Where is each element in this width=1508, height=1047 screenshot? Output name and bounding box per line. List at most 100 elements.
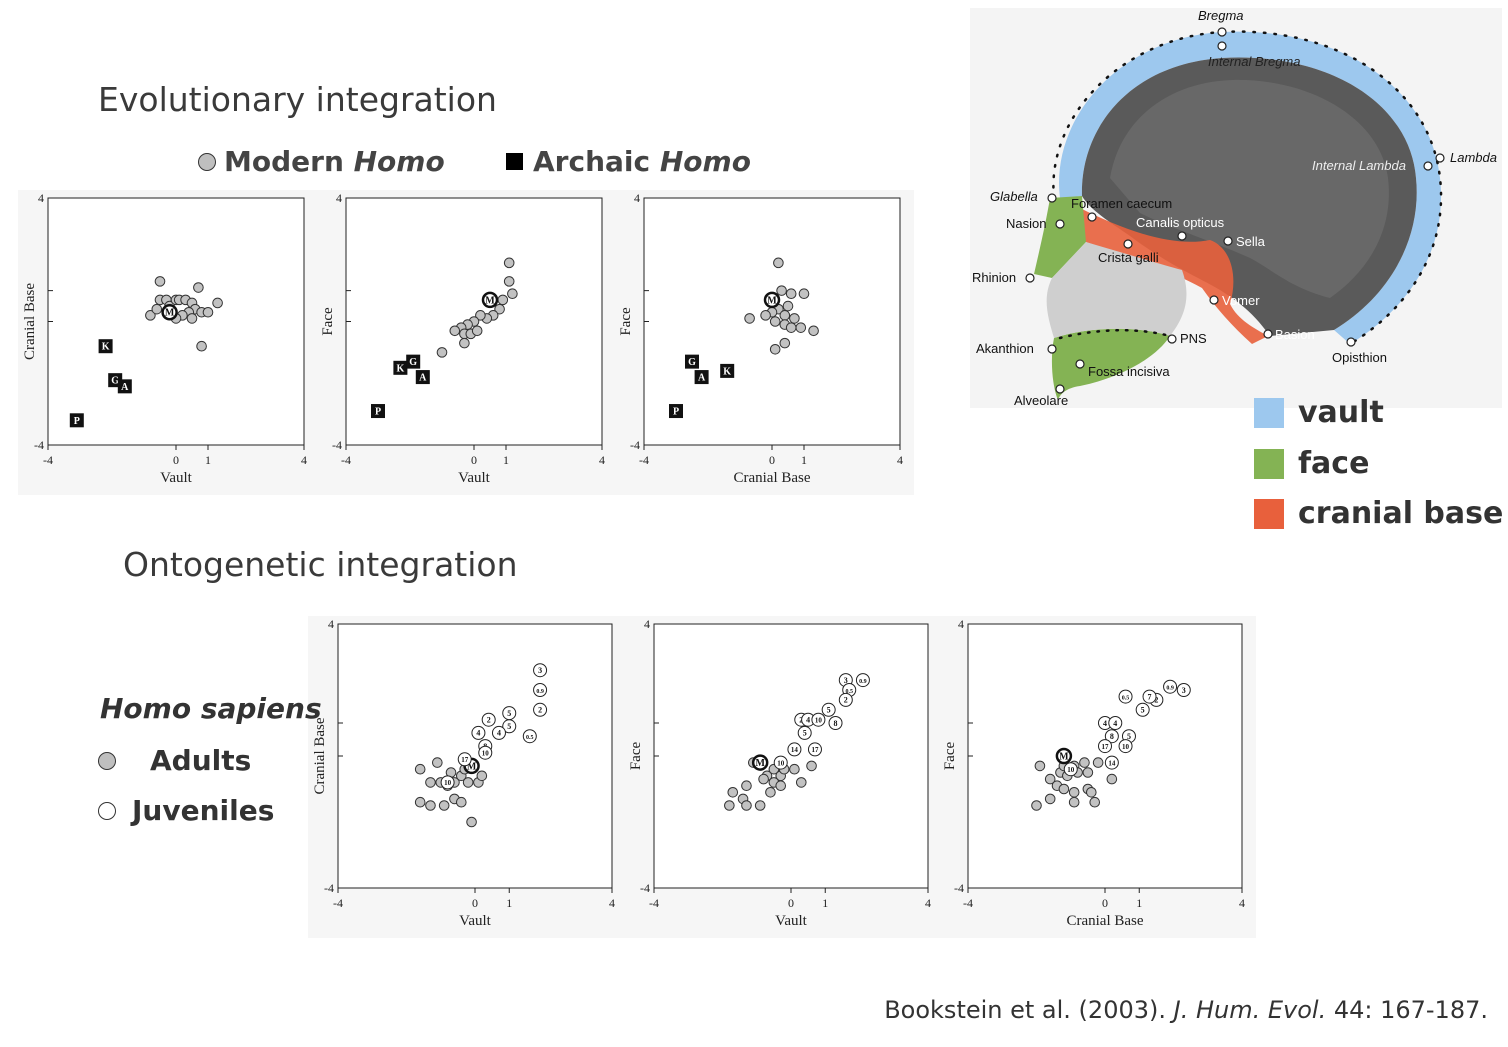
y-axis-label: Face xyxy=(320,307,336,336)
legend-adults: Adults xyxy=(98,744,251,777)
y-tick-label: 4 xyxy=(336,191,342,205)
x-axis-label: Vault xyxy=(160,470,192,486)
juvenile-point xyxy=(502,706,517,721)
x-axis-label: Cranial Base xyxy=(733,470,810,486)
mean-point-label: M xyxy=(767,295,777,306)
data-point xyxy=(503,257,515,269)
x-axis-label: Vault xyxy=(458,470,490,486)
archaic-point xyxy=(415,370,430,385)
juvenile-point-label: 10 xyxy=(1067,766,1075,774)
juvenile-point-label: 4 xyxy=(476,729,480,738)
juvenile-point xyxy=(533,663,548,678)
label-nasion: Nasion xyxy=(1006,216,1046,231)
legend-modern-genus: Homo xyxy=(353,145,445,178)
data-point xyxy=(773,257,784,269)
juvenile-point xyxy=(838,692,853,707)
legend-archaic: Archaic Homo xyxy=(506,145,751,178)
data-point xyxy=(741,780,752,791)
archaic-point-label: K xyxy=(397,363,405,374)
x-axis-label: Vault xyxy=(459,913,491,929)
data-point xyxy=(782,300,794,312)
label-internal-bregma: Internal Bregma xyxy=(1208,54,1301,69)
data-point xyxy=(754,800,766,811)
juvenile-point xyxy=(1063,762,1078,777)
data-point xyxy=(785,322,797,333)
archaic-point-label: A xyxy=(419,373,427,384)
data-point xyxy=(1058,783,1070,795)
archaic-point xyxy=(720,363,735,378)
y-axis-label: Cranial Base xyxy=(22,283,38,360)
juvenile-point xyxy=(1104,755,1119,770)
data-point xyxy=(425,777,436,788)
data-point xyxy=(741,800,752,811)
archaic-point-label: K xyxy=(102,342,110,353)
x-tick-label: 4 xyxy=(897,453,903,467)
data-point xyxy=(466,816,477,828)
label-vomer: Vomer xyxy=(1222,293,1260,308)
data-point xyxy=(449,325,461,337)
juvenile-point xyxy=(787,742,802,757)
data-point xyxy=(459,337,470,349)
x-tick-label: 4 xyxy=(925,896,931,910)
legend-modern-label: Modern xyxy=(224,145,354,178)
juvenile-point-label: 8 xyxy=(834,719,838,728)
juvenile-point xyxy=(471,725,486,740)
citation-authors: Bookstein et al. (2003). xyxy=(884,996,1174,1024)
juvenile-point xyxy=(855,673,870,688)
data-point xyxy=(475,310,486,321)
juvenile-point-label: 2 xyxy=(844,696,848,705)
data-point xyxy=(145,310,156,321)
mean-point-label: M xyxy=(755,758,765,769)
juvenile-point-label: 5 xyxy=(507,709,511,718)
skull-diagram: Bregma Internal Bregma Lambda Internal L… xyxy=(970,8,1502,408)
label-canalis-opticus: Canalis opticus xyxy=(1136,215,1225,230)
data-point xyxy=(1082,767,1094,778)
juvenile-point-label: 4 xyxy=(497,729,501,738)
archaic-point-label: P xyxy=(375,407,381,418)
y-tick-label: -4 xyxy=(324,881,334,895)
mean-point xyxy=(1055,747,1073,765)
juvenile-point-label: 10 xyxy=(1122,743,1130,751)
plot-frame xyxy=(337,623,613,889)
juvenile-point xyxy=(481,712,496,727)
x-tick-label: 4 xyxy=(609,896,615,910)
juvenile-point xyxy=(1118,689,1133,704)
juvenile-point xyxy=(491,725,506,740)
juvenile-point xyxy=(478,745,493,760)
juvenile-point xyxy=(773,755,788,770)
label-fossa-incisiva: Fossa incisiva xyxy=(1088,364,1170,379)
ontogenetic-title: Ontogenetic integration xyxy=(123,545,518,584)
archaic-point xyxy=(371,404,385,419)
juvenile-point-label: 17 xyxy=(461,756,469,764)
juvenile-point-label: 5 xyxy=(803,729,807,738)
juvenile-point xyxy=(1135,702,1150,717)
evolutionary-title: Evolutionary integration xyxy=(98,80,497,119)
data-point xyxy=(425,800,436,811)
archaic-point xyxy=(117,379,132,394)
data-point xyxy=(1079,757,1090,768)
juvenile-point xyxy=(811,712,826,727)
x-tick-label: 1 xyxy=(503,453,509,467)
data-point xyxy=(432,757,443,768)
juvenile-point-label: 0.9 xyxy=(859,679,867,685)
data-point xyxy=(785,288,797,300)
y-tick-label: -4 xyxy=(630,438,640,452)
mean-point xyxy=(161,303,178,321)
juvenile-point xyxy=(1098,739,1112,754)
homo-sapiens-title: Homo sapiens xyxy=(100,692,322,725)
juvenile-point-label: 2 xyxy=(538,706,542,715)
juvenile-point xyxy=(440,775,455,790)
y-axis-label: Face xyxy=(942,742,958,771)
label-sella: Sella xyxy=(1236,234,1266,249)
data-point xyxy=(1092,757,1104,768)
x-axis-label: Cranial Base xyxy=(1066,913,1143,929)
y-axis-label: Face xyxy=(628,742,644,771)
juvenile-point xyxy=(1118,739,1133,754)
data-point xyxy=(494,303,505,315)
juvenile-point xyxy=(1163,679,1178,694)
region-cranial-base: cranial base xyxy=(1254,496,1503,531)
data-point xyxy=(476,770,488,782)
juvenile-point-label: 7 xyxy=(1148,692,1152,701)
